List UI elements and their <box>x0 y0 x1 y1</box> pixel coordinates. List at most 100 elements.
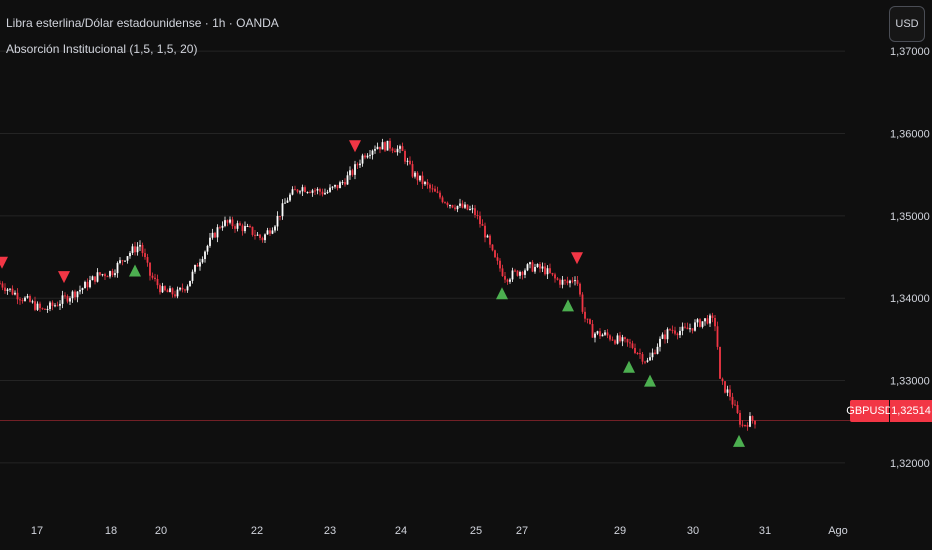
candle-down <box>219 227 221 229</box>
candle-down <box>429 184 431 189</box>
candle-down <box>466 204 469 210</box>
candle-up <box>271 230 274 234</box>
candle-up <box>139 245 141 247</box>
candle-down <box>591 323 594 338</box>
candle-down <box>394 150 396 153</box>
candle-down <box>584 311 586 319</box>
candle-up <box>349 170 351 176</box>
candle-down <box>614 340 616 344</box>
candle-up <box>651 352 654 358</box>
candle-down <box>239 223 241 226</box>
candle-up <box>536 264 539 267</box>
indicator-legend[interactable]: Absorción Institucional (1,5, 1,5, 20) <box>6 42 198 56</box>
candle-down <box>426 181 429 185</box>
candle-up <box>659 338 661 347</box>
candle-down <box>156 278 159 286</box>
candle-down <box>506 279 509 282</box>
candle-down <box>474 208 476 216</box>
candle-down <box>724 381 726 393</box>
candle-up <box>361 155 364 164</box>
currency-button[interactable]: USD <box>889 6 925 42</box>
candle-down <box>439 192 441 198</box>
candle-up <box>534 266 536 272</box>
buy-signal-triangle <box>644 374 656 387</box>
time-tick-label: 24 <box>395 525 407 537</box>
candle-up <box>9 288 11 290</box>
candle-up <box>726 389 729 393</box>
candle-up <box>749 416 751 427</box>
candle-up <box>161 286 164 293</box>
candle-down <box>39 303 41 309</box>
candle-down <box>581 294 584 312</box>
candle-down <box>164 286 166 291</box>
candle-up <box>54 305 56 307</box>
candle-down <box>74 291 76 298</box>
candle-up <box>701 321 704 327</box>
candle-down <box>16 292 19 300</box>
candle-up <box>469 208 471 210</box>
candle-up <box>84 281 86 289</box>
candle-down <box>321 191 324 195</box>
candle-down <box>746 425 749 427</box>
candle-down <box>19 299 21 301</box>
candle-down <box>279 215 281 217</box>
candle-up <box>301 187 304 192</box>
candle-down <box>554 274 556 279</box>
candle-up <box>71 291 74 299</box>
candle-up <box>36 303 39 310</box>
candle-down <box>549 268 551 273</box>
candle-down <box>551 272 554 275</box>
candle-up <box>49 302 51 309</box>
candle-down <box>686 327 689 330</box>
candle-up <box>256 234 259 236</box>
candle-down <box>401 146 404 151</box>
candle-down <box>29 296 31 302</box>
candle-down <box>269 230 271 234</box>
candle-series <box>0 138 756 431</box>
candle-up <box>341 182 344 184</box>
candle-down <box>294 189 296 191</box>
candle-down <box>479 215 481 225</box>
candle-down <box>231 219 234 227</box>
candle-up <box>524 270 526 275</box>
time-tick-label: 31 <box>759 525 771 537</box>
candle-down <box>134 246 136 253</box>
candle-down <box>501 268 504 277</box>
candle-up <box>709 315 711 324</box>
candle-up <box>596 331 599 334</box>
candle-up <box>76 291 79 298</box>
candle-down <box>66 295 69 302</box>
candle-down <box>671 329 674 331</box>
candle-down <box>451 205 454 208</box>
candle-down <box>314 190 316 192</box>
candle-up <box>374 149 376 151</box>
candle-up <box>666 329 669 340</box>
buy-signal-triangle <box>562 299 574 312</box>
candle-down <box>409 160 411 165</box>
candle-up <box>621 337 624 342</box>
candle-up <box>216 227 219 238</box>
candle-down <box>719 346 721 379</box>
candle-down <box>41 308 44 310</box>
time-axis: 17 18 20 22 23 24 25 27 29 30 31 Ago <box>31 525 848 537</box>
candle-up <box>236 223 239 229</box>
candle-up <box>329 187 331 192</box>
time-tick-label: 29 <box>614 525 626 537</box>
candle-up <box>189 280 191 287</box>
sell-signal-triangle <box>349 140 361 153</box>
candle-up <box>704 318 706 322</box>
candle-up <box>616 335 619 344</box>
candle-up <box>359 163 361 166</box>
candle-up <box>26 296 29 298</box>
candle-up <box>69 298 71 302</box>
candle-up <box>661 334 664 339</box>
candle-up <box>131 246 134 253</box>
candle-up <box>486 235 489 238</box>
candle-up <box>561 279 564 285</box>
buy-signal-triangle <box>496 287 508 300</box>
candle-down <box>499 260 501 269</box>
candle-up <box>464 204 466 208</box>
candle-up <box>419 175 421 181</box>
candle-up <box>221 225 224 228</box>
